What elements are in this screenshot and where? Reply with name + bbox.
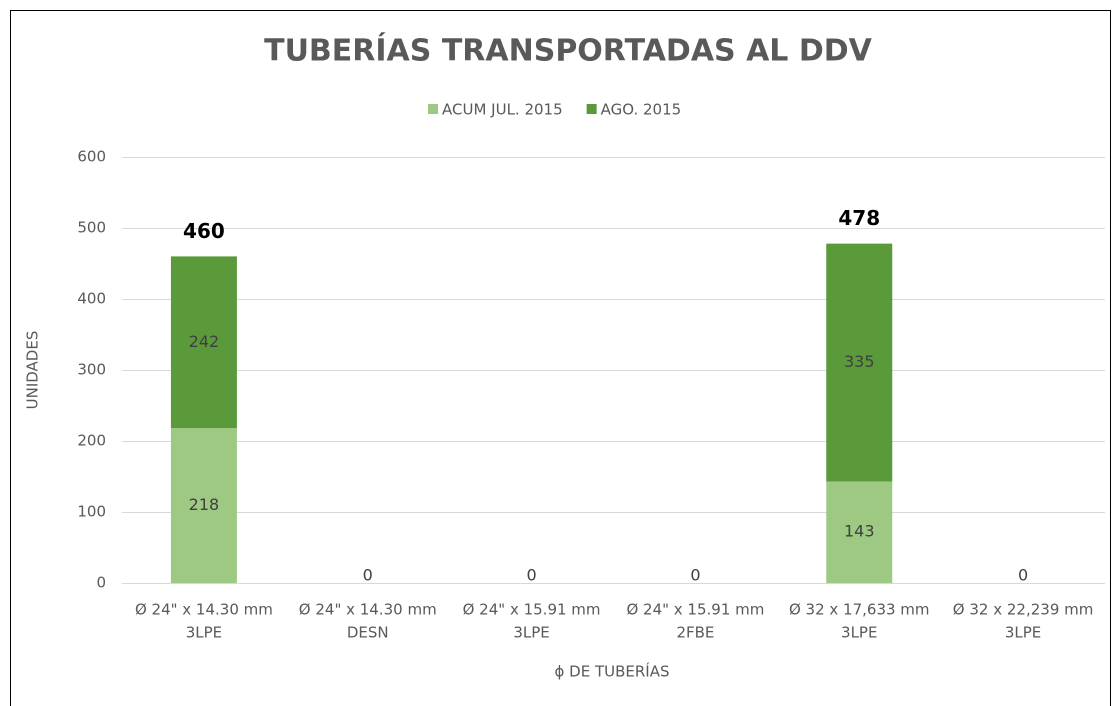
chart-border [10,10,1111,706]
y-tick-label: 300 [77,361,106,379]
y-axis-title: UNIDADES [24,331,42,410]
x-tick-label: Ø 24" x 15.91 mm [626,601,764,619]
x-tick-label: Ø 24" x 14.30 mm [135,601,273,619]
x-tick-label: 2FBE [676,624,714,642]
x-axis-title: ϕ DE TUBERÍAS [555,662,670,681]
x-tick-label: Ø 24" x 15.91 mm [463,601,601,619]
x-tick-label: Ø 32 x 17,633 mm [789,601,930,619]
x-tick-label: 3LPE [841,624,877,642]
bar-segment [170,256,237,429]
total-label: 460 [183,219,225,243]
legend-label: ACUM JUL. 2015 [442,101,563,119]
bar-segment [826,481,893,583]
data-label: 0 [1018,566,1028,585]
y-tick-label: 200 [77,432,106,450]
legend-swatch [428,104,438,114]
y-tick-label: 0 [96,574,106,592]
data-label: 0 [363,566,373,585]
chart-title: TUBERÍAS TRANSPORTADAS AL DDV [264,33,873,69]
bar-segment [170,428,237,583]
y-tick-label: 400 [77,290,106,308]
x-tick-label: DESN [347,624,389,642]
total-label: 478 [838,206,880,230]
y-tick-label: 100 [77,503,106,521]
y-tick-label: 600 [77,148,106,166]
data-label: 242 [189,332,220,351]
data-label: 218 [189,495,220,514]
bar-segment [826,243,893,482]
x-tick-label: Ø 24" x 14.30 mm [299,601,437,619]
y-tick-label: 500 [77,219,106,237]
x-tick-label: 3LPE [513,624,549,642]
x-tick-label: 3LPE [186,624,222,642]
data-label: 143 [844,522,875,541]
data-label: 0 [526,566,536,585]
x-tick-label: 3LPE [1005,624,1041,642]
legend-swatch [586,104,597,114]
data-label: 0 [690,566,700,585]
x-tick-label: Ø 32 x 22,239 mm [953,601,1094,619]
legend-label: AGO. 2015 [601,101,682,119]
data-label: 335 [844,352,875,371]
